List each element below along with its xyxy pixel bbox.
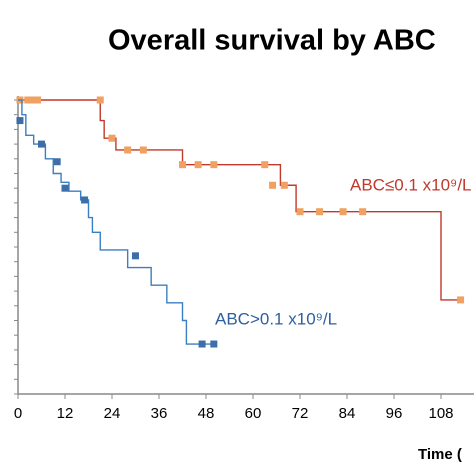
censor-mark — [81, 196, 89, 204]
x-tick-label: 108 — [428, 405, 453, 422]
censor-mark — [194, 161, 202, 169]
x-tick-label: 12 — [57, 405, 74, 422]
censor-mark — [296, 208, 304, 216]
survival-curve — [18, 99, 461, 301]
x-tick-label: 60 — [245, 405, 262, 422]
censor-mark — [210, 340, 218, 348]
x-tick-label: 96 — [386, 405, 403, 422]
censor-mark — [30, 96, 38, 104]
censor-mark — [108, 134, 116, 142]
censor-mark — [61, 184, 69, 192]
x-tick-label: 24 — [104, 405, 121, 422]
censor-mark — [24, 96, 32, 104]
censor-mark — [261, 161, 269, 169]
censor-mark — [280, 181, 288, 189]
censor-mark — [139, 146, 147, 154]
censor-mark — [359, 208, 367, 216]
censor-mark — [38, 140, 45, 148]
censor-mark — [179, 161, 186, 169]
series-label: ABC>0.1 x10⁹/L — [215, 309, 337, 328]
survival-curve — [18, 99, 214, 345]
x-tick-label: 72 — [292, 405, 309, 422]
censor-mark — [34, 96, 42, 104]
x-tick-label: 84 — [339, 405, 356, 422]
censor-mark — [198, 340, 206, 348]
censor-mark — [96, 96, 104, 104]
x-tick-label: 48 — [198, 405, 215, 422]
censor-mark — [269, 181, 277, 189]
x-axis-label: Time ( — [418, 446, 462, 463]
censor-mark — [16, 117, 24, 125]
x-tick-label: 36 — [151, 405, 168, 422]
censor-mark — [53, 158, 61, 166]
censor-mark — [124, 146, 132, 154]
series-label: ABC≤0.1 x10⁹/L — [350, 175, 472, 194]
censor-mark — [457, 296, 465, 304]
censor-mark — [132, 252, 139, 260]
censor-mark — [339, 208, 347, 216]
censor-mark — [316, 208, 324, 216]
censor-mark — [210, 161, 218, 169]
chart-title: Overall survival by ABC — [108, 25, 436, 57]
x-tick-label: 0 — [14, 405, 22, 422]
